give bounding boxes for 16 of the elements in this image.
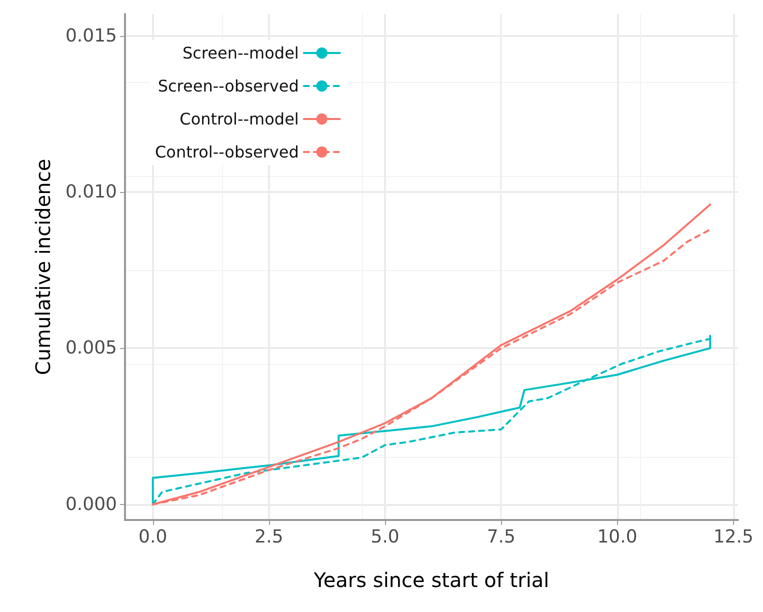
legend-label: Screen--model xyxy=(182,44,299,62)
legend-label: Screen--observed xyxy=(158,76,299,96)
y-tick-label: 0.000 xyxy=(65,494,117,515)
x-tick-label: 5.0 xyxy=(370,526,400,548)
x-tick-label: 7.5 xyxy=(486,526,516,548)
x-tick-label: 10.0 xyxy=(597,526,638,548)
legend-label: Control--model xyxy=(180,110,299,128)
y-tick-label: 0.005 xyxy=(65,338,117,359)
x-tick-label: 12.5 xyxy=(713,526,754,548)
y-tick-label: 0.015 xyxy=(65,25,117,46)
legend-label: Control--observed xyxy=(154,142,299,162)
x-tick-label: 0.0 xyxy=(138,526,168,548)
x-axis-title: Years since start of trial xyxy=(312,568,550,592)
y-tick-label: 0.010 xyxy=(65,182,117,203)
y-axis-title: Cumulative incidence xyxy=(31,158,55,376)
x-tick-label: 2.5 xyxy=(254,526,284,548)
